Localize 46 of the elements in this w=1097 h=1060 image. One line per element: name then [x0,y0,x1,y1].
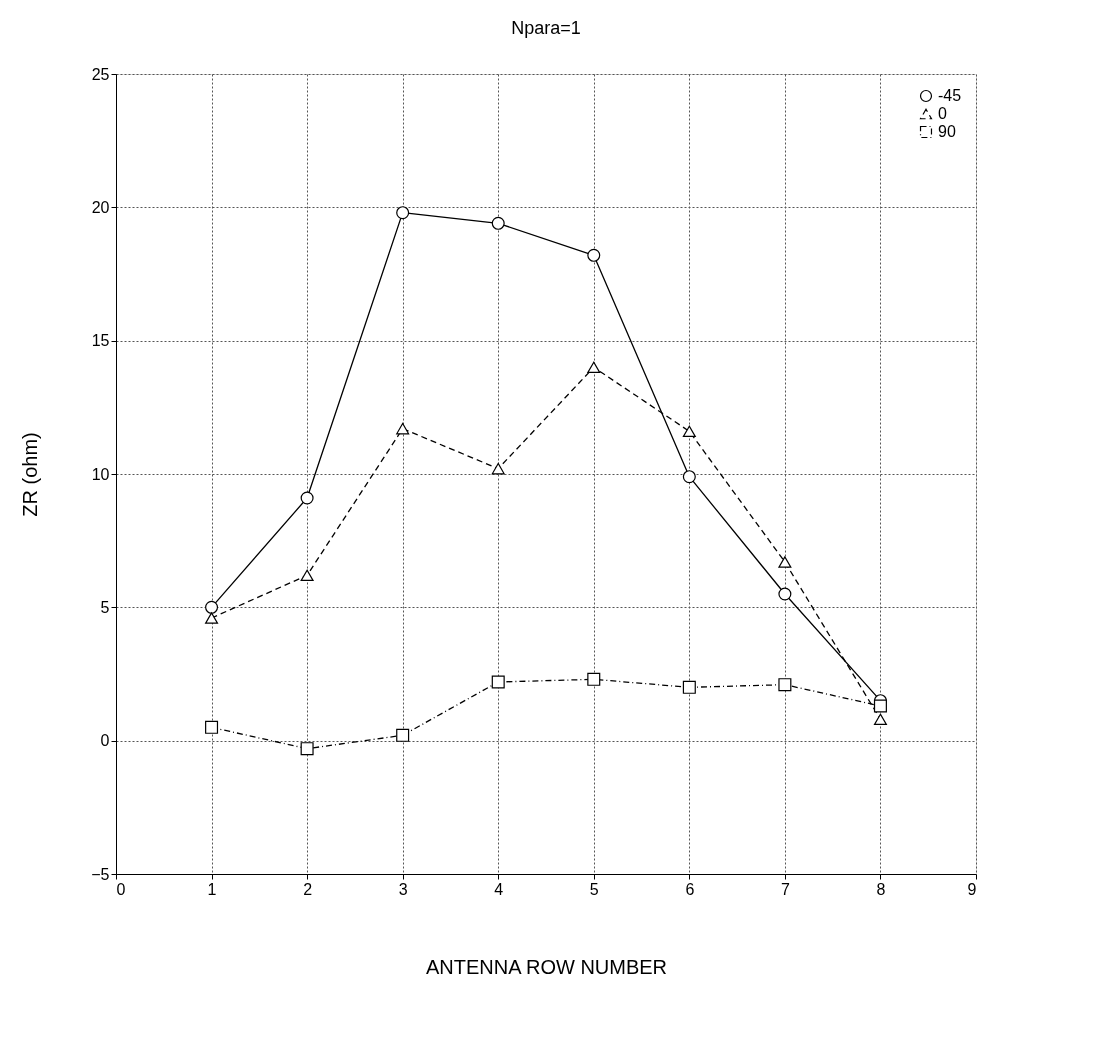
point [491,675,505,689]
y-tick-label: 5 [100,598,110,616]
x-tick-label: 2 [303,880,313,898]
point [682,470,696,484]
point [300,742,314,756]
point [491,462,505,475]
point [205,612,219,624]
point [587,672,601,686]
point [300,569,314,582]
point [396,206,410,220]
y-tick-label: −5 [91,865,110,883]
x-tick-label: 3 [398,880,408,898]
y-tick-label: 10 [91,465,110,483]
y-tick-label: 0 [100,732,110,750]
y-tick-label: 15 [91,332,110,350]
x-tick-label: 5 [589,880,599,898]
point [396,422,410,435]
point [682,680,696,694]
point [778,678,792,692]
y-tick-label: 20 [91,198,110,216]
legend-label: -45 [938,87,962,104]
x-tick-label: 8 [876,880,886,898]
x-tick-label: 7 [780,880,790,898]
point [396,728,410,742]
x-tick-label: 9 [967,880,977,898]
chart-title: Npara=1 [511,18,581,38]
x-tick-label: 1 [207,880,217,898]
point [205,600,219,614]
point [491,216,505,230]
y-tick-label: 25 [91,65,110,83]
point [873,713,887,726]
point [778,587,792,601]
point [300,491,314,505]
point [873,699,887,713]
point [778,556,792,568]
x-tick-label: 4 [494,880,504,898]
legend-label: 0 [938,105,947,122]
point [682,425,696,438]
x-axis-title: ANTENNA ROW NUMBER [425,955,668,978]
point [587,248,601,262]
point [205,720,219,734]
point [587,361,601,374]
x-tick-label: 6 [685,880,695,898]
x-tick-label: 0 [116,880,126,898]
y-axis-title: ZR (ohm) [19,432,42,517]
legend-label: 90 [938,123,956,140]
